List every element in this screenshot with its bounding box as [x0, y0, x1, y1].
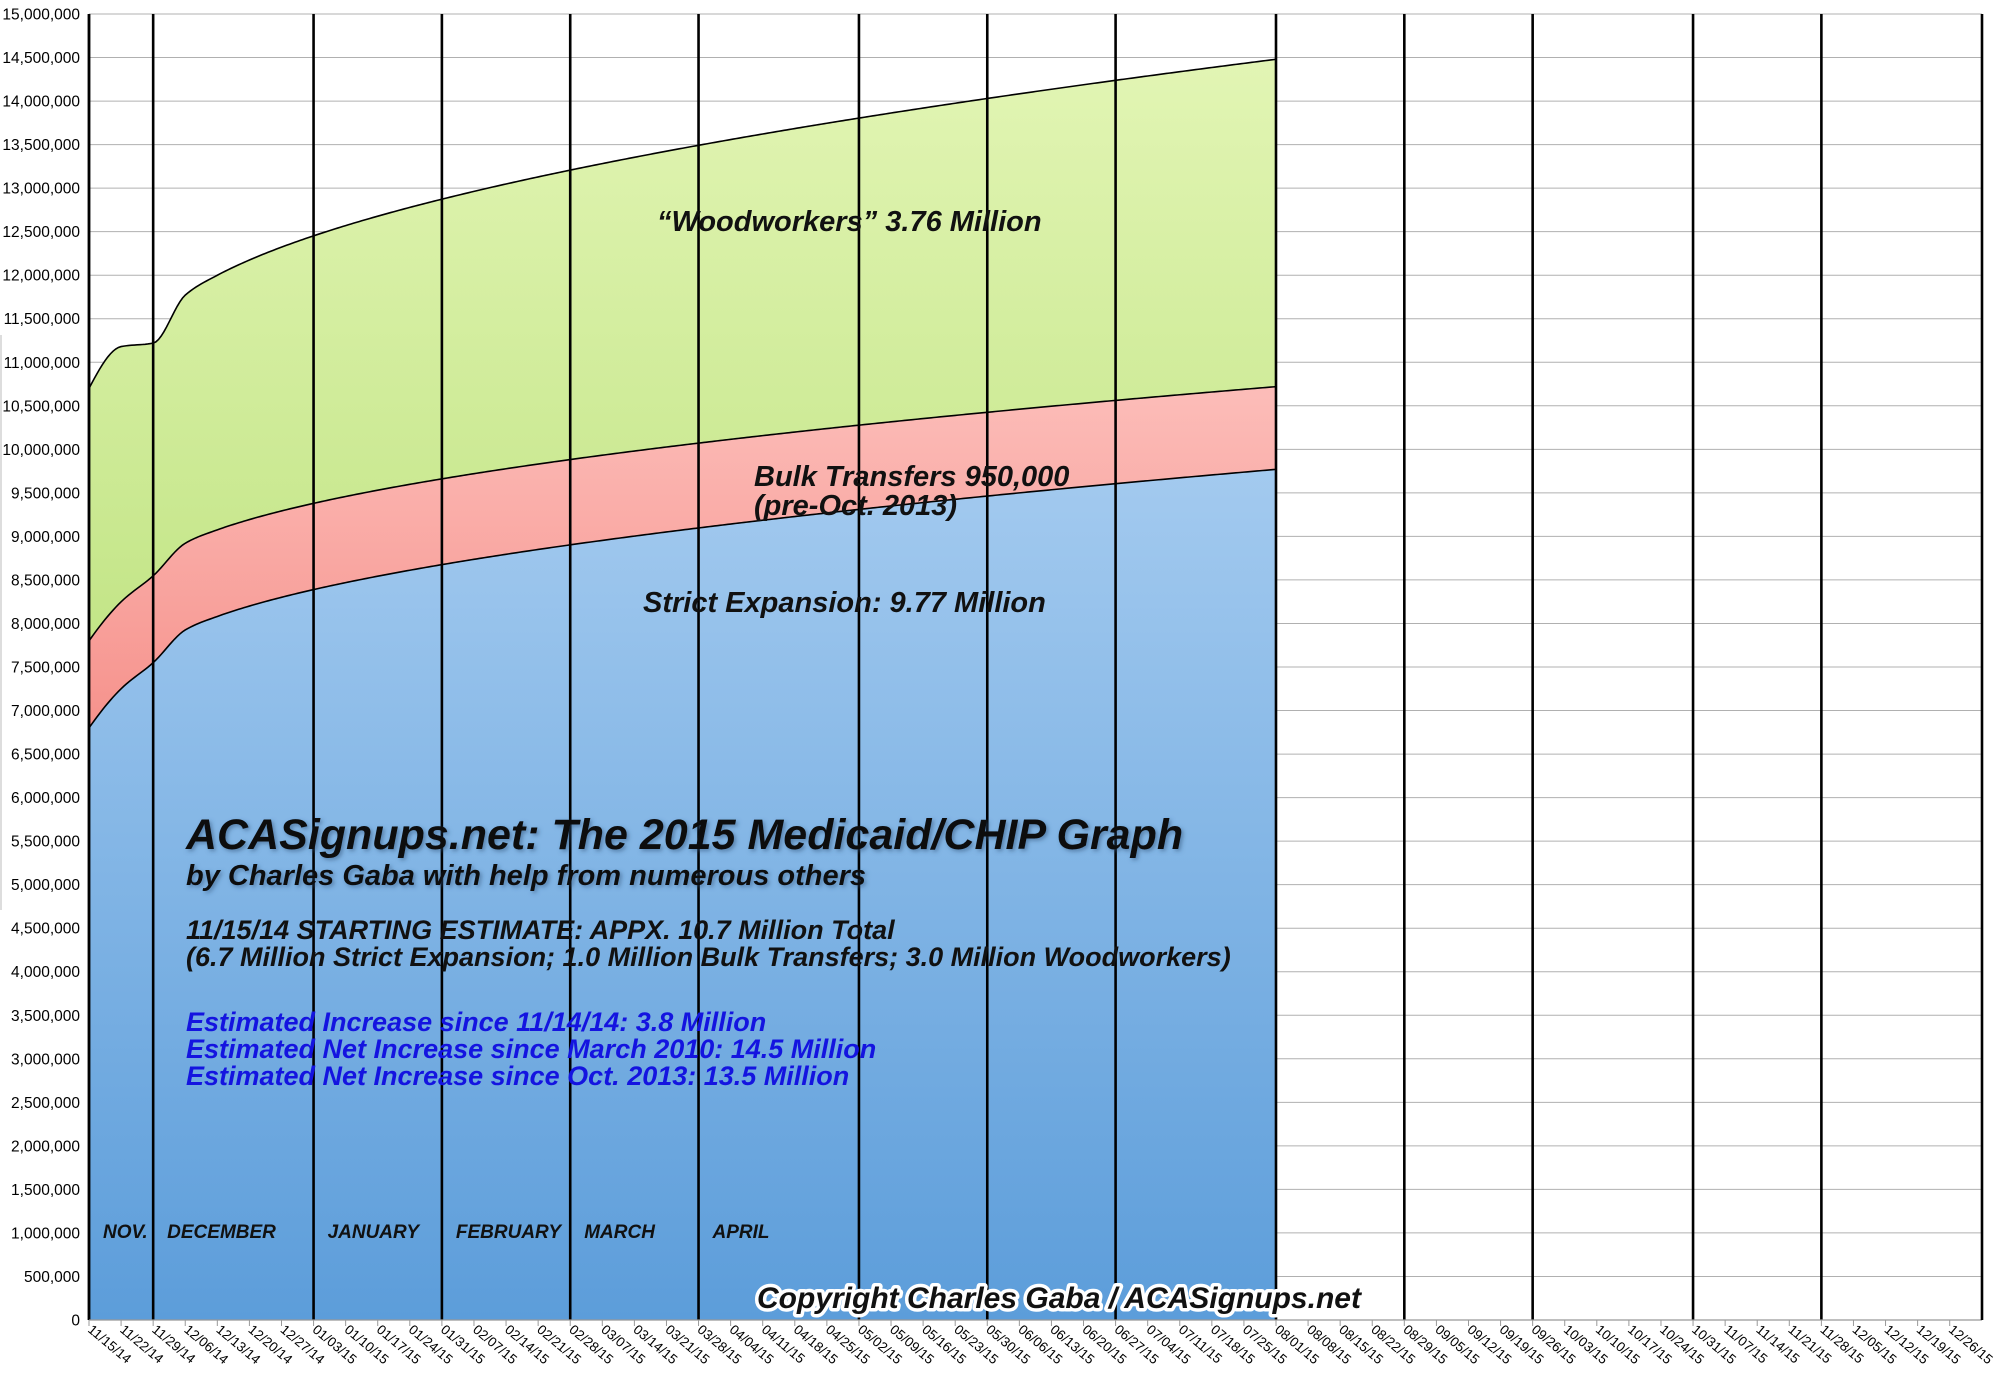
svg-text:0: 0	[71, 1313, 80, 1330]
svg-text:11/15/14 STARTING ESTIMATE: AP: 11/15/14 STARTING ESTIMATE: APPX. 10.7 M…	[186, 915, 895, 945]
svg-text:8,000,000: 8,000,000	[11, 616, 80, 633]
svg-text:by Charles Gaba with help from: by Charles Gaba with help from numerous …	[186, 860, 866, 892]
svg-text:Strict Expansion: 9.77 Million: Strict Expansion: 9.77 Million	[643, 587, 1046, 619]
svg-text:8,500,000: 8,500,000	[11, 572, 80, 589]
svg-text:“Woodworkers” 3.76 Million: “Woodworkers” 3.76 Million	[657, 206, 1042, 238]
svg-text:7,000,000: 7,000,000	[11, 703, 80, 720]
svg-text:2,000,000: 2,000,000	[11, 1138, 80, 1155]
svg-text:Estimated Increase since 11/14: Estimated Increase since 11/14/14: 3.8 M…	[186, 1007, 766, 1037]
svg-text:4,000,000: 4,000,000	[11, 964, 80, 981]
svg-text:7,500,000: 7,500,000	[11, 660, 80, 677]
svg-text:(pre-Oct. 2013): (pre-Oct. 2013)	[754, 490, 957, 522]
svg-text:13,500,000: 13,500,000	[2, 137, 80, 154]
svg-text:JANUARY: JANUARY	[328, 1222, 422, 1243]
svg-text:MARCH: MARCH	[584, 1222, 656, 1243]
svg-text:11,000,000: 11,000,000	[4, 355, 81, 372]
svg-text:Bulk Transfers 950,000: Bulk Transfers 950,000	[754, 461, 1069, 493]
svg-text:3,500,000: 3,500,000	[11, 1008, 80, 1025]
svg-text:6,000,000: 6,000,000	[11, 790, 80, 807]
svg-text:500,000: 500,000	[24, 1269, 80, 1286]
svg-text:(6.7 Million Strict Expansion;: (6.7 Million Strict Expansion; 1.0 Milli…	[186, 942, 1231, 972]
svg-text:Estimated Net Increase since M: Estimated Net Increase since March 2010:…	[186, 1034, 876, 1064]
svg-text:10,500,000: 10,500,000	[2, 398, 80, 415]
svg-text:11,500,000: 11,500,000	[4, 311, 81, 328]
svg-text:DECEMBER: DECEMBER	[167, 1222, 276, 1243]
svg-text:12,000,000: 12,000,000	[2, 268, 80, 285]
svg-text:NOV.: NOV.	[103, 1222, 148, 1243]
svg-text:10,000,000: 10,000,000	[2, 442, 80, 459]
svg-text:14,000,000: 14,000,000	[2, 94, 80, 111]
svg-text:4,500,000: 4,500,000	[11, 921, 80, 938]
svg-text:14,500,000: 14,500,000	[2, 50, 80, 67]
svg-text:FEBRUARY: FEBRUARY	[456, 1222, 564, 1243]
svg-text:5,000,000: 5,000,000	[11, 877, 80, 894]
svg-text:15,000,000: 15,000,000	[2, 7, 80, 24]
svg-text:3,000,000: 3,000,000	[11, 1051, 80, 1068]
svg-text:APRIL: APRIL	[712, 1222, 770, 1243]
svg-text:9,500,000: 9,500,000	[11, 485, 80, 502]
svg-text:2,500,000: 2,500,000	[11, 1095, 80, 1112]
svg-text:12,500,000: 12,500,000	[2, 224, 80, 241]
svg-text:5,500,000: 5,500,000	[11, 834, 80, 851]
svg-text:1,500,000: 1,500,000	[11, 1182, 80, 1199]
svg-text:6,500,000: 6,500,000	[11, 747, 80, 764]
svg-text:Estimated Net Increase since O: Estimated Net Increase since Oct. 2013: …	[186, 1061, 849, 1091]
svg-text:ACASignups.net: The 2015 Medic: ACASignups.net: The 2015 Medicaid/CHIP G…	[185, 811, 1183, 859]
svg-text:1,000,000: 1,000,000	[11, 1225, 80, 1242]
svg-text:9,000,000: 9,000,000	[11, 529, 80, 546]
svg-text:13,000,000: 13,000,000	[2, 181, 80, 198]
svg-text:Copyright Charles Gaba / ACASi: Copyright Charles Gaba / ACASignups.net	[757, 1282, 1363, 1315]
